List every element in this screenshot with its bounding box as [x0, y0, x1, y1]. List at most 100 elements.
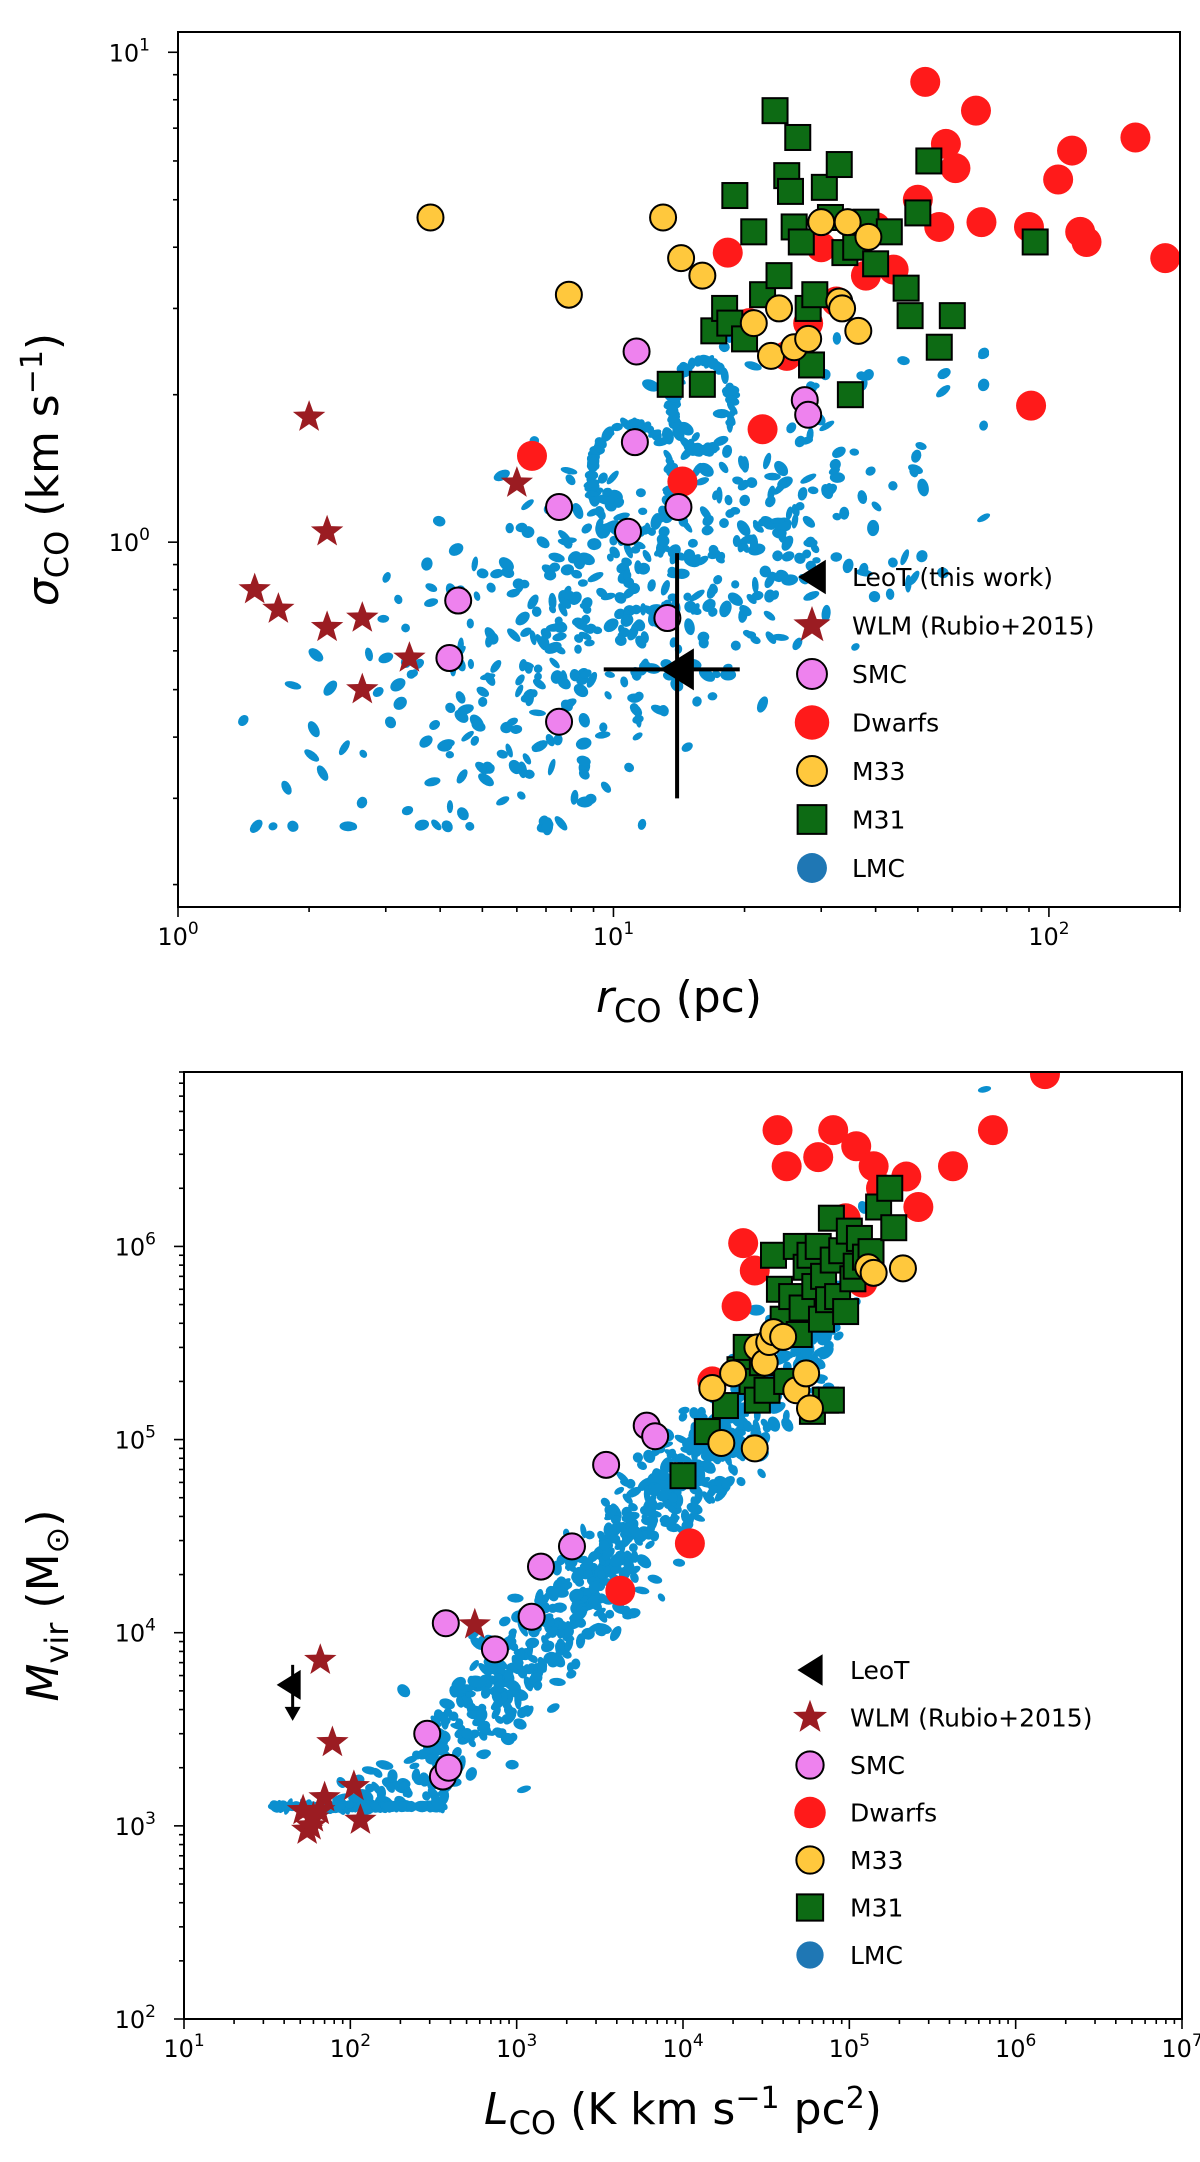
legend-marker-smc	[796, 658, 828, 690]
m33-point-6	[756, 341, 785, 370]
lmc-point	[238, 714, 249, 727]
lmc-point	[706, 584, 718, 599]
lmc-point	[800, 473, 817, 484]
lmc-point	[626, 1486, 642, 1498]
lmc-point	[332, 1793, 349, 1802]
lmc-point	[307, 721, 320, 738]
lmc-point	[727, 409, 737, 419]
lmc-point	[698, 462, 714, 477]
lmc-point	[633, 541, 646, 550]
lmc-point	[707, 692, 718, 701]
lmc-point	[637, 1461, 647, 1470]
lmc-point	[508, 1732, 518, 1742]
lmc-point	[665, 455, 673, 465]
lmc-point	[514, 1691, 522, 1710]
lmc-point	[421, 557, 433, 571]
lmc-point	[867, 519, 880, 537]
lmc-point	[456, 769, 468, 784]
lmc-point	[287, 820, 299, 832]
lmc-point	[647, 1517, 658, 1532]
m33-point-0	[416, 203, 445, 232]
lmc-point	[387, 1769, 398, 1783]
lmc-point	[505, 1759, 519, 1770]
lmc-point	[609, 1553, 625, 1567]
x-tick-mantissa: 10	[662, 2035, 693, 2063]
lmc-point	[724, 494, 733, 506]
lmc-point	[628, 1502, 638, 1512]
legend-label-dwarfs: Dwarfs	[850, 1799, 937, 1828]
m33-point-13	[833, 208, 862, 237]
lmc-point	[521, 1705, 532, 1717]
lmc-point	[553, 1579, 562, 1590]
dwarfs-point-17	[938, 1151, 969, 1182]
y-axis-label-symbol: σ	[18, 577, 69, 606]
lmc-point	[394, 594, 403, 605]
lmc-point	[560, 467, 578, 475]
lmc-point	[581, 523, 593, 534]
wlm-point-6	[303, 1793, 336, 1825]
lmc-point	[623, 542, 633, 559]
lmc-point	[691, 1448, 698, 1463]
legend-marker-dwarfs	[794, 1796, 826, 1829]
lmc-point	[570, 1588, 584, 1601]
lmc-point	[541, 1635, 550, 1646]
legend-marker-wlm	[793, 606, 831, 642]
lmc-point	[478, 773, 494, 787]
x-tick-mantissa: 10	[330, 2035, 361, 2063]
x-axis-label-subscript: CO	[509, 2104, 557, 2142]
y-tick-mantissa: 10	[109, 529, 140, 557]
lmc-point	[544, 570, 557, 581]
x-tick-mantissa: 10	[593, 923, 624, 951]
lmc-point	[393, 696, 407, 710]
x-tick-label: 103	[496, 2031, 537, 2063]
lmc-point	[750, 635, 761, 645]
x-tick-exponent: 4	[693, 2031, 704, 2051]
lmc-point	[638, 507, 648, 516]
lmc-point	[438, 739, 455, 749]
lmc-point	[491, 1706, 501, 1719]
lmc-point	[897, 356, 910, 366]
lmc-point	[602, 520, 619, 530]
lmc-point	[476, 686, 490, 698]
smc-point-8	[664, 492, 693, 521]
dwarfs-point-0	[516, 440, 547, 471]
lmc-point	[401, 805, 414, 816]
wlm-point-8	[500, 466, 533, 497]
lmc-point	[580, 669, 592, 679]
lmc-point	[637, 818, 647, 830]
lmc-point	[647, 1574, 663, 1584]
smc-point-5	[622, 337, 651, 366]
lmc-point	[594, 731, 611, 739]
lmc-point	[517, 791, 526, 800]
lmc-point	[732, 535, 741, 547]
legend-marker-leot	[798, 559, 826, 595]
lmc-point	[525, 693, 534, 707]
wlm-point-2	[262, 592, 295, 623]
smc-point-1	[444, 586, 473, 615]
lmc-point	[604, 691, 612, 700]
lmc-point	[552, 1602, 567, 1613]
lmc-point	[839, 506, 850, 520]
lmc-point	[824, 483, 834, 499]
lmc-point	[767, 1416, 781, 1432]
lmc-point	[481, 1665, 499, 1675]
lmc-point	[807, 486, 819, 495]
lmc-point	[630, 703, 640, 712]
lmc-point	[832, 332, 842, 345]
m31-point-26	[862, 250, 890, 278]
lmc-point	[616, 1471, 630, 1485]
lmc-point	[609, 535, 618, 546]
y-tick-mantissa: 10	[115, 2006, 146, 2034]
lmc-point	[450, 1723, 466, 1730]
lmc-point	[476, 568, 489, 579]
lmc-point	[410, 669, 418, 678]
lmc-point	[656, 1488, 672, 1502]
x-tick-mantissa: 10	[163, 2035, 194, 2063]
lmc-point	[498, 557, 514, 572]
y-tick-exponent: 2	[145, 2002, 156, 2022]
y-tick-exponent: 4	[145, 1616, 156, 1636]
wlm-point-8	[337, 1769, 370, 1801]
m31-point-21	[804, 1232, 832, 1260]
